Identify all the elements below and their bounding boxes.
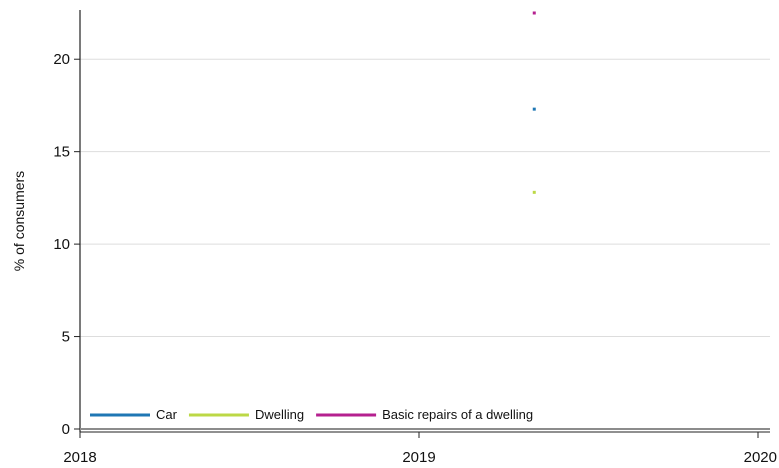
y-tick-label: 10 [53, 236, 70, 253]
grid-lines [80, 58, 770, 338]
x-tick-label: 2018 [63, 449, 96, 466]
y-tick-label: 15 [53, 144, 70, 161]
data-point-car [532, 107, 536, 111]
x-tick-label: 2020 [744, 449, 777, 466]
legend: Car Dwelling Basic repairs of a dwelling [90, 407, 533, 422]
axes [79, 10, 770, 433]
data-point-dwelling [532, 190, 536, 194]
legend-label-car: Car [156, 407, 178, 422]
y-axis-title: % of consumers [11, 171, 27, 271]
data-point-basic-repairs-of-a-dwelling [532, 11, 536, 15]
legend-label-basic-repairs-of-a-dwelling: Basic repairs of a dwelling [382, 407, 533, 422]
y-tick-label: 0 [62, 421, 70, 438]
x-tick-label: 2019 [402, 449, 435, 466]
data-points [532, 11, 536, 194]
y-ticks: 0 5 10 15 20 [53, 51, 80, 438]
legend-label-dwelling: Dwelling [255, 407, 304, 422]
y-tick-label: 5 [62, 329, 70, 346]
y-tick-label: 20 [53, 51, 70, 68]
x-ticks: 2018 2019 2020 [63, 432, 777, 466]
